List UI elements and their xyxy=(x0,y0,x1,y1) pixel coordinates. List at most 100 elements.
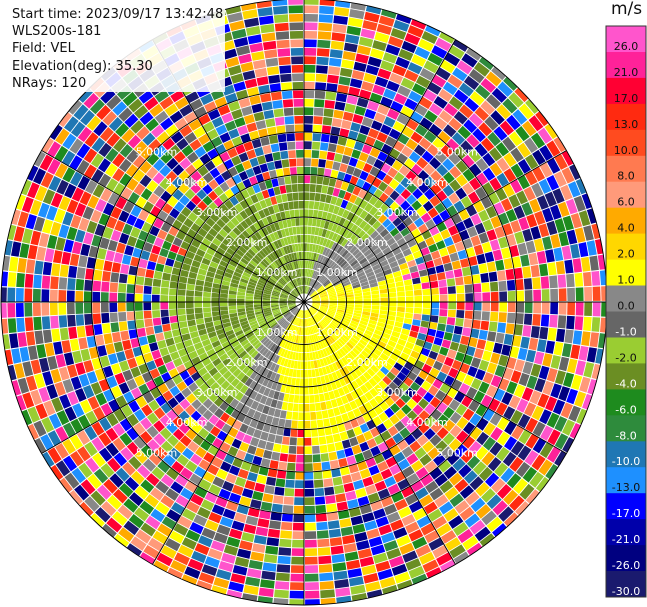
velocity-gate xyxy=(346,165,355,175)
velocity-gate xyxy=(312,244,316,253)
velocity-gate xyxy=(353,426,363,436)
velocity-gate xyxy=(332,562,347,572)
velocity-gate xyxy=(532,149,546,166)
velocity-gate xyxy=(375,271,384,279)
velocity-gate xyxy=(341,119,352,130)
velocity-gate xyxy=(343,42,358,53)
velocity-gate xyxy=(316,530,329,539)
velocity-gate xyxy=(324,268,331,276)
velocity-gate xyxy=(492,249,503,261)
velocity-gate xyxy=(315,73,328,83)
velocity-gate xyxy=(314,90,326,99)
velocity-gate xyxy=(435,67,451,81)
velocity-gate xyxy=(553,247,564,262)
velocity-gate xyxy=(312,252,317,261)
velocity-gate xyxy=(314,315,320,322)
velocity-gate xyxy=(354,304,363,308)
velocity-gate xyxy=(280,357,286,366)
velocity-gate xyxy=(479,533,495,547)
velocity-gate xyxy=(515,313,524,325)
velocity-gate xyxy=(278,418,286,428)
velocity-gate xyxy=(332,205,340,215)
velocity-gate xyxy=(474,348,484,359)
velocity-gate xyxy=(321,339,327,348)
velocity-gate xyxy=(348,272,357,279)
velocity-gate xyxy=(320,142,329,151)
velocity-gate xyxy=(461,395,473,408)
velocity-gate xyxy=(361,144,373,155)
velocity-gate xyxy=(376,276,386,282)
velocity-gate xyxy=(384,407,395,418)
velocity-gate xyxy=(314,496,326,505)
velocity-gate xyxy=(573,195,586,212)
velocity-gate xyxy=(505,323,515,335)
velocity-gate xyxy=(330,263,338,271)
velocity-gate xyxy=(370,445,381,457)
velocity-gate xyxy=(318,322,324,330)
velocity-gate xyxy=(415,256,425,265)
velocity-gate xyxy=(377,340,387,348)
velocity-gate xyxy=(493,202,505,215)
velocity-gate xyxy=(449,252,459,262)
velocity-gate xyxy=(560,184,573,201)
velocity-gate xyxy=(388,292,397,298)
velocity-gate xyxy=(459,506,475,521)
velocity-gate xyxy=(387,256,397,264)
velocity-gate xyxy=(409,211,420,222)
velocity-gate xyxy=(380,293,388,298)
velocity-gate xyxy=(468,256,478,266)
velocity-gate xyxy=(389,463,402,476)
velocity-gate xyxy=(265,415,274,425)
velocity-gate xyxy=(422,288,431,296)
velocity-gate xyxy=(267,407,276,417)
velocity-gate xyxy=(349,361,357,370)
velocity-gate xyxy=(514,324,523,336)
velocity-gate xyxy=(311,334,315,343)
velocity-gate xyxy=(317,39,331,49)
velocity-gate xyxy=(542,353,553,367)
velocity-gate xyxy=(518,217,530,231)
velocity-gate xyxy=(407,336,417,344)
velocity-gate xyxy=(490,281,499,292)
velocity-gate xyxy=(340,276,349,283)
velocity-gate xyxy=(400,105,414,118)
velocity-gate xyxy=(355,239,364,248)
velocity-gate xyxy=(319,358,325,367)
velocity-gate xyxy=(304,412,311,421)
velocity-gate xyxy=(326,382,333,392)
velocity-gate xyxy=(430,409,443,421)
velocity-gate xyxy=(287,333,292,341)
velocity-gate xyxy=(436,401,448,414)
velocity-gate xyxy=(503,406,516,420)
velocity-gate xyxy=(449,425,462,438)
velocity-gate xyxy=(390,28,407,40)
velocity-gate xyxy=(368,278,377,285)
velocity-gate xyxy=(309,278,313,287)
velocity-gate xyxy=(409,440,422,453)
velocity-gate xyxy=(294,480,304,489)
velocity-gate xyxy=(484,340,495,352)
velocity-gate xyxy=(471,274,481,284)
velocity-gate xyxy=(334,179,343,189)
velocity-gate xyxy=(598,333,606,349)
velocity-gate xyxy=(304,183,310,192)
velocity-gate xyxy=(275,478,286,488)
velocity-gate xyxy=(429,487,444,501)
velocity-gate xyxy=(330,399,338,408)
velocity-gate xyxy=(350,471,362,482)
velocity-gate xyxy=(307,369,312,378)
velocity-gate xyxy=(423,60,439,74)
velocity-gate xyxy=(364,136,376,147)
velocity-gate xyxy=(566,315,575,330)
velocity-gate xyxy=(460,140,474,154)
velocity-gate xyxy=(330,126,341,136)
velocity-gate xyxy=(546,368,558,383)
velocity-gate xyxy=(442,81,458,96)
velocity-gate xyxy=(341,249,349,258)
velocity-gate xyxy=(309,260,313,269)
velocity-gate xyxy=(340,260,348,268)
colorbar-tick-label: -6.0 xyxy=(615,403,636,416)
velocity-gate xyxy=(539,326,549,340)
velocity-gate xyxy=(482,182,495,196)
velocity-gate xyxy=(280,521,293,531)
